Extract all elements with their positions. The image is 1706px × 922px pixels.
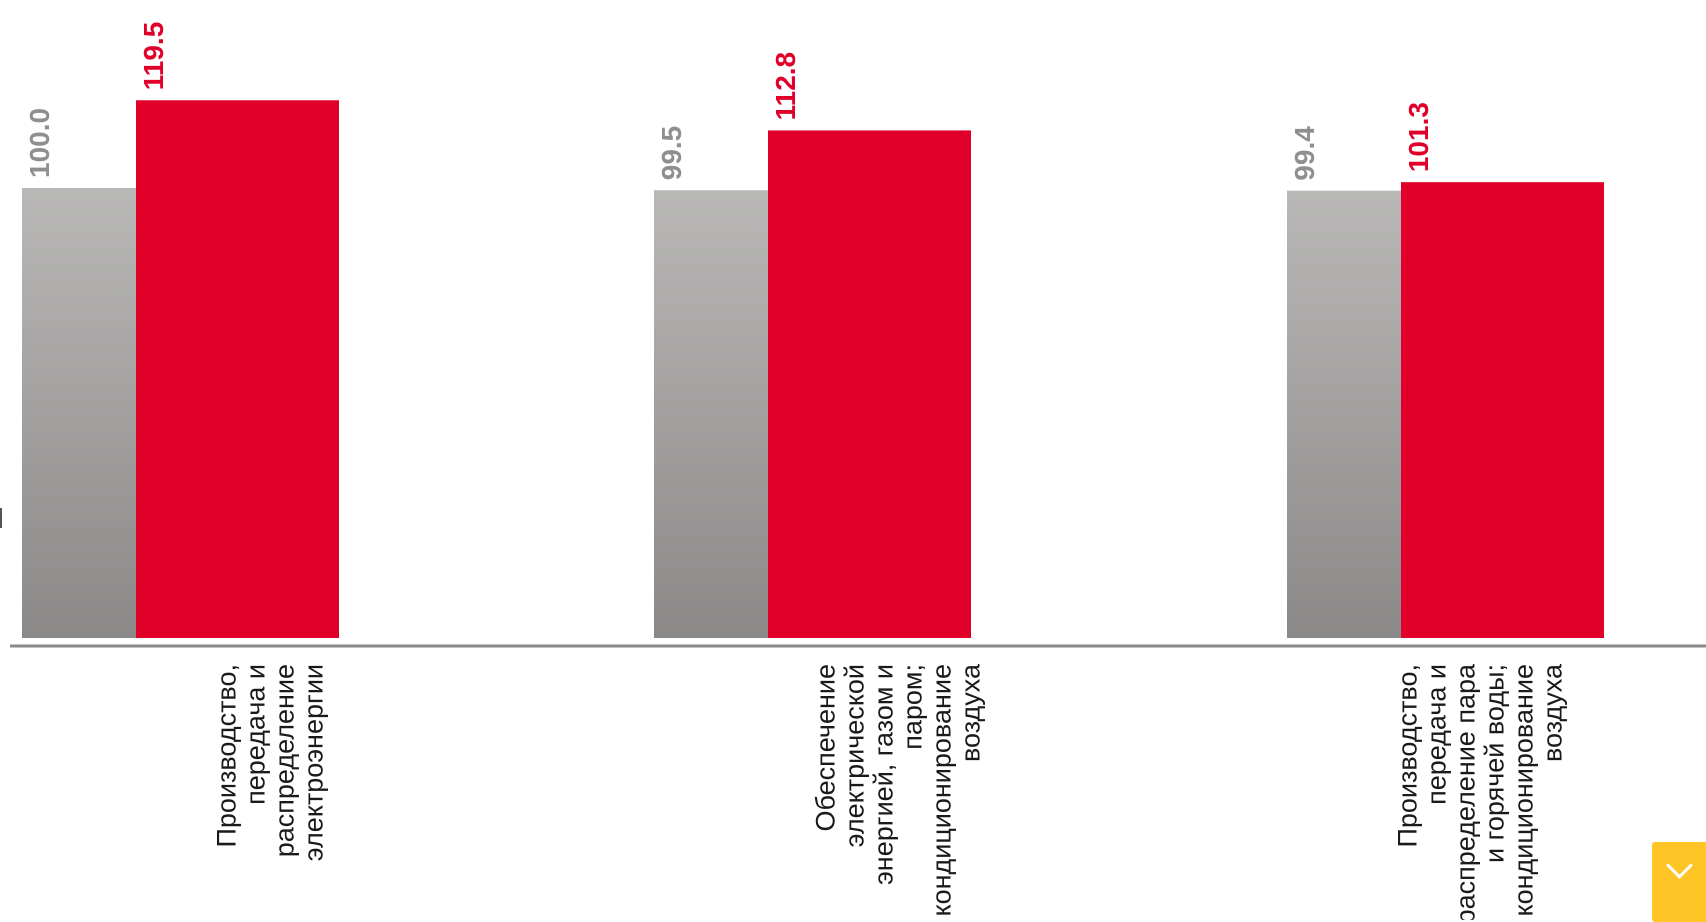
category-label-3: Производство, передача и распределение пар… (1393, 663, 1568, 920)
category-label-2-line-3: энергией, газом и (869, 664, 899, 885)
value-label-series1-cat2: 99.5 (656, 126, 687, 181)
value-label-series2-cat3: 101.3 (1403, 102, 1434, 172)
bar-series1-cat2 (654, 190, 768, 638)
category-label-3-line-1: Производство, (1393, 664, 1423, 848)
value-label-series2-cat1: 119.5 (138, 22, 169, 91)
category-label-1-line-4: электроэнергии (299, 664, 329, 861)
bar-series1-cat3 (1287, 190, 1401, 638)
bar-series1-cat1 (22, 188, 136, 638)
bar-series2-cat3 (1401, 182, 1604, 638)
category-label-2-line-4: паром; (898, 664, 928, 750)
category-label-2-line-6: воздуха (956, 663, 986, 762)
scroll-down-button[interactable] (1652, 842, 1706, 922)
chevron-down-icon (1666, 852, 1693, 879)
category-label-3-line-4: и горячей воды; (1480, 664, 1510, 863)
category-label-1-line-2: передача и (241, 664, 271, 805)
category-label-3-line-5: кондиционирование (1509, 664, 1539, 917)
category-label-2: Обеспечение электрической энергией, газом … (811, 663, 986, 917)
category-label-2-line-5: кондиционирование (927, 664, 957, 917)
category-label-2-line-2: электрической (840, 664, 870, 847)
category-label-3-line-3: распределение пара (1451, 663, 1481, 920)
category-label-1: Производство, передача и распределение элек… (212, 664, 329, 861)
category-label-1-line-1: Производство, (212, 664, 242, 848)
bar-series2-cat2 (768, 130, 971, 638)
value-label-series2-cat2: 112.8 (770, 52, 801, 121)
category-label-2-line-1: Обеспечение (811, 664, 841, 832)
category-label-1-line-3: распределение (270, 664, 300, 857)
category-label-3-line-2: передача и (1422, 664, 1452, 805)
category-label-3-line-6: воздуха (1538, 663, 1568, 762)
value-label-series1-cat3: 99.4 (1289, 126, 1320, 181)
bar-series2-cat1 (136, 100, 339, 638)
value-label-series1-cat1: 100.0 (24, 108, 55, 178)
